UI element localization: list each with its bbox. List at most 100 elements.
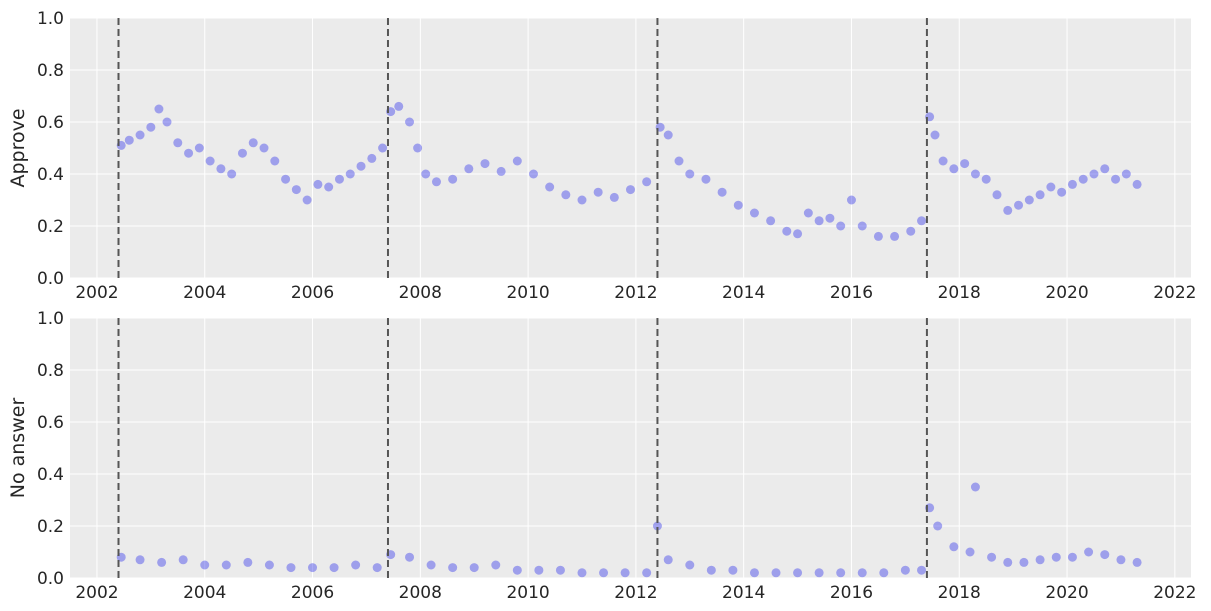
- data-point: [431, 177, 441, 187]
- data-point: [906, 226, 916, 236]
- data-point: [248, 138, 258, 148]
- x-tick-label: 2020: [1045, 283, 1088, 303]
- data-point: [135, 555, 145, 565]
- scatter-points: [116, 482, 1142, 578]
- data-point: [836, 221, 846, 231]
- y-tick-label: 0.2: [37, 517, 64, 537]
- data-point: [814, 568, 824, 578]
- data-point: [1057, 187, 1067, 197]
- data-point: [308, 563, 318, 573]
- data-point: [1111, 174, 1121, 184]
- data-point: [545, 182, 555, 192]
- y-tick-label: 0.2: [37, 217, 64, 237]
- data-point: [593, 187, 603, 197]
- data-point: [200, 560, 210, 570]
- x-tick-label: 2018: [938, 283, 981, 303]
- x-tick-label: 2006: [291, 283, 334, 303]
- data-point: [766, 216, 776, 226]
- data-point: [237, 148, 247, 158]
- x-tick-label: 2010: [506, 283, 549, 303]
- x-tick-label: 2016: [830, 283, 873, 303]
- plot-background: [70, 318, 1191, 578]
- data-point: [1067, 179, 1077, 189]
- data-point: [917, 565, 927, 575]
- data-point: [846, 195, 856, 205]
- data-point: [561, 190, 571, 200]
- data-point: [663, 130, 673, 140]
- x-tick-label: 2016: [830, 583, 873, 603]
- x-tick-label: 2012: [614, 583, 657, 603]
- data-point: [329, 563, 339, 573]
- data-point: [1003, 205, 1013, 215]
- y-tick-label: 0.8: [37, 61, 64, 81]
- data-point: [302, 195, 312, 205]
- data-point: [663, 555, 673, 565]
- y-tick-label: 0.6: [37, 113, 64, 133]
- panel-1: 0.0 0.2 0.4 0.6 0.8 1.0 2002 2004 2006 2008 2010 20…: [7, 9, 1196, 303]
- data-point: [491, 560, 501, 570]
- data-point: [960, 159, 970, 169]
- data-point: [448, 174, 458, 184]
- data-point: [512, 156, 522, 166]
- data-point: [814, 216, 824, 226]
- data-point: [1121, 169, 1131, 179]
- data-point: [685, 560, 695, 570]
- x-tick-label: 2022: [1153, 283, 1196, 303]
- y-tick-label: 0.4: [37, 465, 64, 485]
- data-point: [426, 560, 436, 570]
- data-point: [162, 117, 172, 127]
- data-point: [793, 229, 803, 239]
- data-point: [642, 568, 652, 578]
- data-point: [771, 568, 781, 578]
- data-point: [1132, 557, 1142, 567]
- data-point: [685, 169, 695, 179]
- data-point: [728, 565, 738, 575]
- data-point: [749, 208, 759, 218]
- data-point: [480, 159, 490, 169]
- panel-2: 0.0 0.2 0.4 0.6 0.8 1.0 2002 2004 2006 2008 2010 20…: [7, 309, 1196, 603]
- data-point: [706, 565, 716, 575]
- data-point: [345, 169, 355, 179]
- data-point: [154, 104, 164, 114]
- data-point: [469, 563, 479, 573]
- data-point: [793, 568, 803, 578]
- scatter-points: [116, 101, 1142, 241]
- y-tick-label: 1.0: [37, 309, 64, 329]
- data-point: [917, 216, 927, 226]
- data-point: [464, 164, 474, 174]
- data-point: [378, 143, 388, 153]
- data-point: [356, 161, 366, 171]
- x-tick-label: 2008: [399, 583, 442, 603]
- data-point: [879, 568, 889, 578]
- data-point: [313, 179, 323, 189]
- y-tick-label: 0.0: [37, 569, 64, 589]
- x-tick-label: 2002: [75, 583, 118, 603]
- data-point: [890, 231, 900, 241]
- data-point: [1100, 164, 1110, 174]
- data-point: [652, 521, 662, 531]
- data-point: [599, 568, 609, 578]
- data-point: [194, 143, 204, 153]
- data-point: [334, 174, 344, 184]
- x-tick-label: 2002: [75, 283, 118, 303]
- data-point: [733, 200, 743, 210]
- data-point: [372, 563, 382, 573]
- data-point: [577, 195, 587, 205]
- data-point: [970, 482, 980, 492]
- y-tick-label: 0.8: [37, 361, 64, 381]
- x-tick-label: 2018: [938, 583, 981, 603]
- data-point: [124, 135, 134, 145]
- data-point: [1116, 555, 1126, 565]
- data-point: [394, 101, 404, 111]
- x-tick-label: 2022: [1153, 583, 1196, 603]
- data-point: [803, 208, 813, 218]
- y-tick-label: 0.0: [37, 269, 64, 289]
- data-point: [836, 568, 846, 578]
- data-point: [620, 568, 630, 578]
- data-point: [825, 213, 835, 223]
- data-point: [448, 563, 458, 573]
- data-point: [857, 568, 867, 578]
- y-axis-label: Approve: [7, 108, 29, 187]
- data-point: [243, 557, 253, 567]
